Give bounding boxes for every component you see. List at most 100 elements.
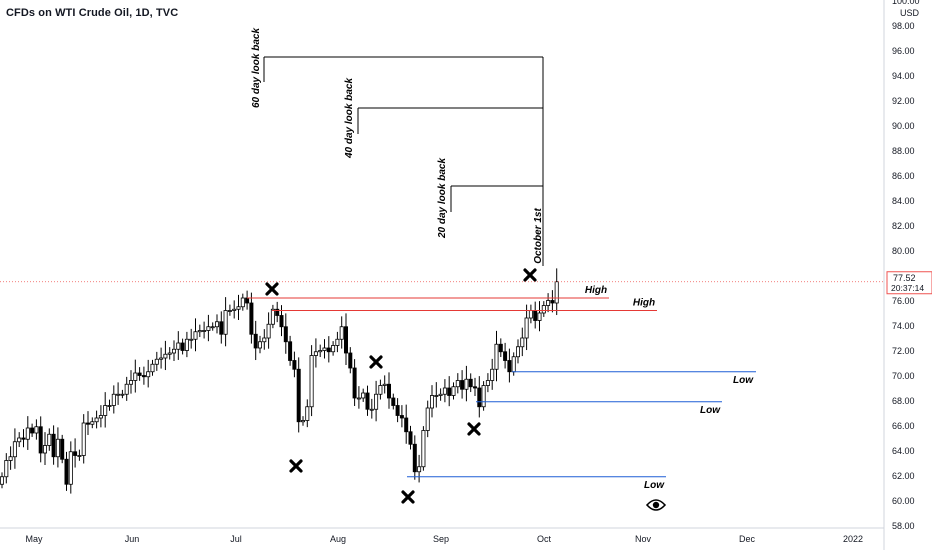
candle-up bbox=[369, 408, 374, 411]
high-level-label: High bbox=[633, 298, 655, 309]
candle-up bbox=[438, 393, 443, 396]
october-date-label: October 1st bbox=[533, 208, 544, 264]
candle-down bbox=[283, 326, 288, 343]
candle-down bbox=[498, 343, 503, 353]
candle-up bbox=[520, 337, 525, 348]
time-tick-label: Dec bbox=[739, 534, 756, 544]
candle-up bbox=[146, 371, 151, 378]
candle-up bbox=[116, 393, 121, 396]
lookback-label: 40 day look back bbox=[344, 78, 355, 159]
candle-up bbox=[374, 393, 379, 410]
candle-down bbox=[507, 360, 512, 373]
price-tick-label: 66.00 bbox=[892, 421, 915, 431]
chart-title: CFDs on WTI Crude Oil, 1D, TVC bbox=[6, 7, 179, 19]
candle-up bbox=[331, 345, 336, 353]
candle-down bbox=[60, 438, 65, 460]
candle-up bbox=[421, 430, 426, 468]
currency-label: USD bbox=[900, 8, 920, 18]
price-tick-label: 92.00 bbox=[892, 96, 915, 106]
candle-up bbox=[111, 393, 116, 406]
x-marker bbox=[289, 459, 303, 473]
candle-down bbox=[503, 351, 508, 361]
candle-down bbox=[395, 405, 400, 416]
candle-up bbox=[322, 347, 327, 351]
candle-up bbox=[511, 356, 516, 373]
candle-down bbox=[219, 321, 224, 335]
candle-down bbox=[279, 315, 284, 328]
candle-up bbox=[34, 426, 39, 434]
candle-down bbox=[326, 347, 331, 353]
price-tick-label: 86.00 bbox=[892, 171, 915, 181]
candle-up bbox=[382, 383, 387, 386]
candle-down bbox=[180, 342, 185, 351]
price-tick-label: 62.00 bbox=[892, 471, 915, 481]
candle-up bbox=[154, 358, 159, 365]
candle-up bbox=[339, 326, 344, 340]
candle-up bbox=[524, 317, 529, 339]
lookback-label: 20 day look back bbox=[437, 158, 448, 239]
candle-up bbox=[490, 368, 495, 381]
price-tick-label: 90.00 bbox=[892, 121, 915, 131]
candle-up bbox=[417, 466, 422, 473]
price-tick-label: 64.00 bbox=[892, 446, 915, 456]
candle-up bbox=[442, 387, 447, 395]
candle-down bbox=[408, 431, 413, 445]
candle-up bbox=[266, 323, 271, 339]
candle-up bbox=[94, 417, 99, 423]
x-marker-stroke bbox=[369, 355, 383, 369]
candle-up bbox=[537, 312, 542, 321]
time-tick-label: Aug bbox=[330, 534, 346, 544]
candle-down bbox=[468, 378, 473, 388]
candle-up bbox=[90, 421, 95, 425]
x-marker-stroke bbox=[467, 422, 481, 436]
candle-down bbox=[86, 422, 91, 425]
candle-up bbox=[464, 378, 469, 390]
candle-down bbox=[21, 437, 26, 440]
price-tick-label: 98.00 bbox=[892, 21, 915, 31]
candle-up bbox=[43, 445, 48, 454]
candle-down bbox=[533, 310, 538, 321]
price-tick-label: 58.00 bbox=[892, 521, 915, 531]
candle-up bbox=[554, 281, 559, 304]
candle-down bbox=[249, 302, 254, 335]
candle-down bbox=[141, 375, 146, 378]
candle-up bbox=[257, 341, 262, 349]
candle-up bbox=[494, 343, 499, 370]
time-tick-label: 2022 bbox=[843, 534, 863, 544]
candle-up bbox=[232, 308, 237, 311]
x-marker bbox=[523, 268, 537, 282]
x-marker bbox=[467, 422, 481, 436]
candle-down bbox=[64, 458, 69, 485]
x-marker bbox=[401, 490, 415, 504]
x-marker bbox=[265, 282, 279, 296]
high-level-label: High bbox=[585, 285, 607, 296]
candle-up bbox=[223, 310, 228, 335]
candle-down bbox=[391, 397, 396, 406]
candle-up bbox=[455, 380, 460, 388]
candle-up bbox=[451, 386, 456, 396]
candle-up bbox=[163, 353, 168, 359]
candle-down bbox=[348, 352, 353, 369]
candle-up bbox=[202, 330, 207, 332]
x-marker-stroke bbox=[523, 268, 537, 282]
candle-down bbox=[550, 300, 555, 304]
candle-down bbox=[365, 392, 370, 410]
candle-up bbox=[240, 297, 245, 308]
candle-up bbox=[485, 380, 490, 386]
eye-pupil bbox=[652, 501, 660, 509]
price-tick-label: 72.00 bbox=[892, 346, 915, 356]
time-tick-label: May bbox=[25, 534, 43, 544]
eye-icon[interactable] bbox=[645, 499, 667, 511]
candle-down bbox=[399, 415, 404, 419]
candle-up bbox=[98, 415, 103, 419]
candle-down bbox=[73, 451, 78, 456]
candle-down bbox=[245, 297, 250, 304]
candle-down bbox=[412, 443, 417, 473]
candle-up bbox=[541, 305, 546, 314]
time-tick-label: Jul bbox=[230, 534, 242, 544]
candle-up bbox=[103, 405, 108, 416]
time-tick-label: Oct bbox=[537, 534, 552, 544]
x-marker-stroke bbox=[289, 459, 303, 473]
candle-up bbox=[305, 406, 310, 421]
